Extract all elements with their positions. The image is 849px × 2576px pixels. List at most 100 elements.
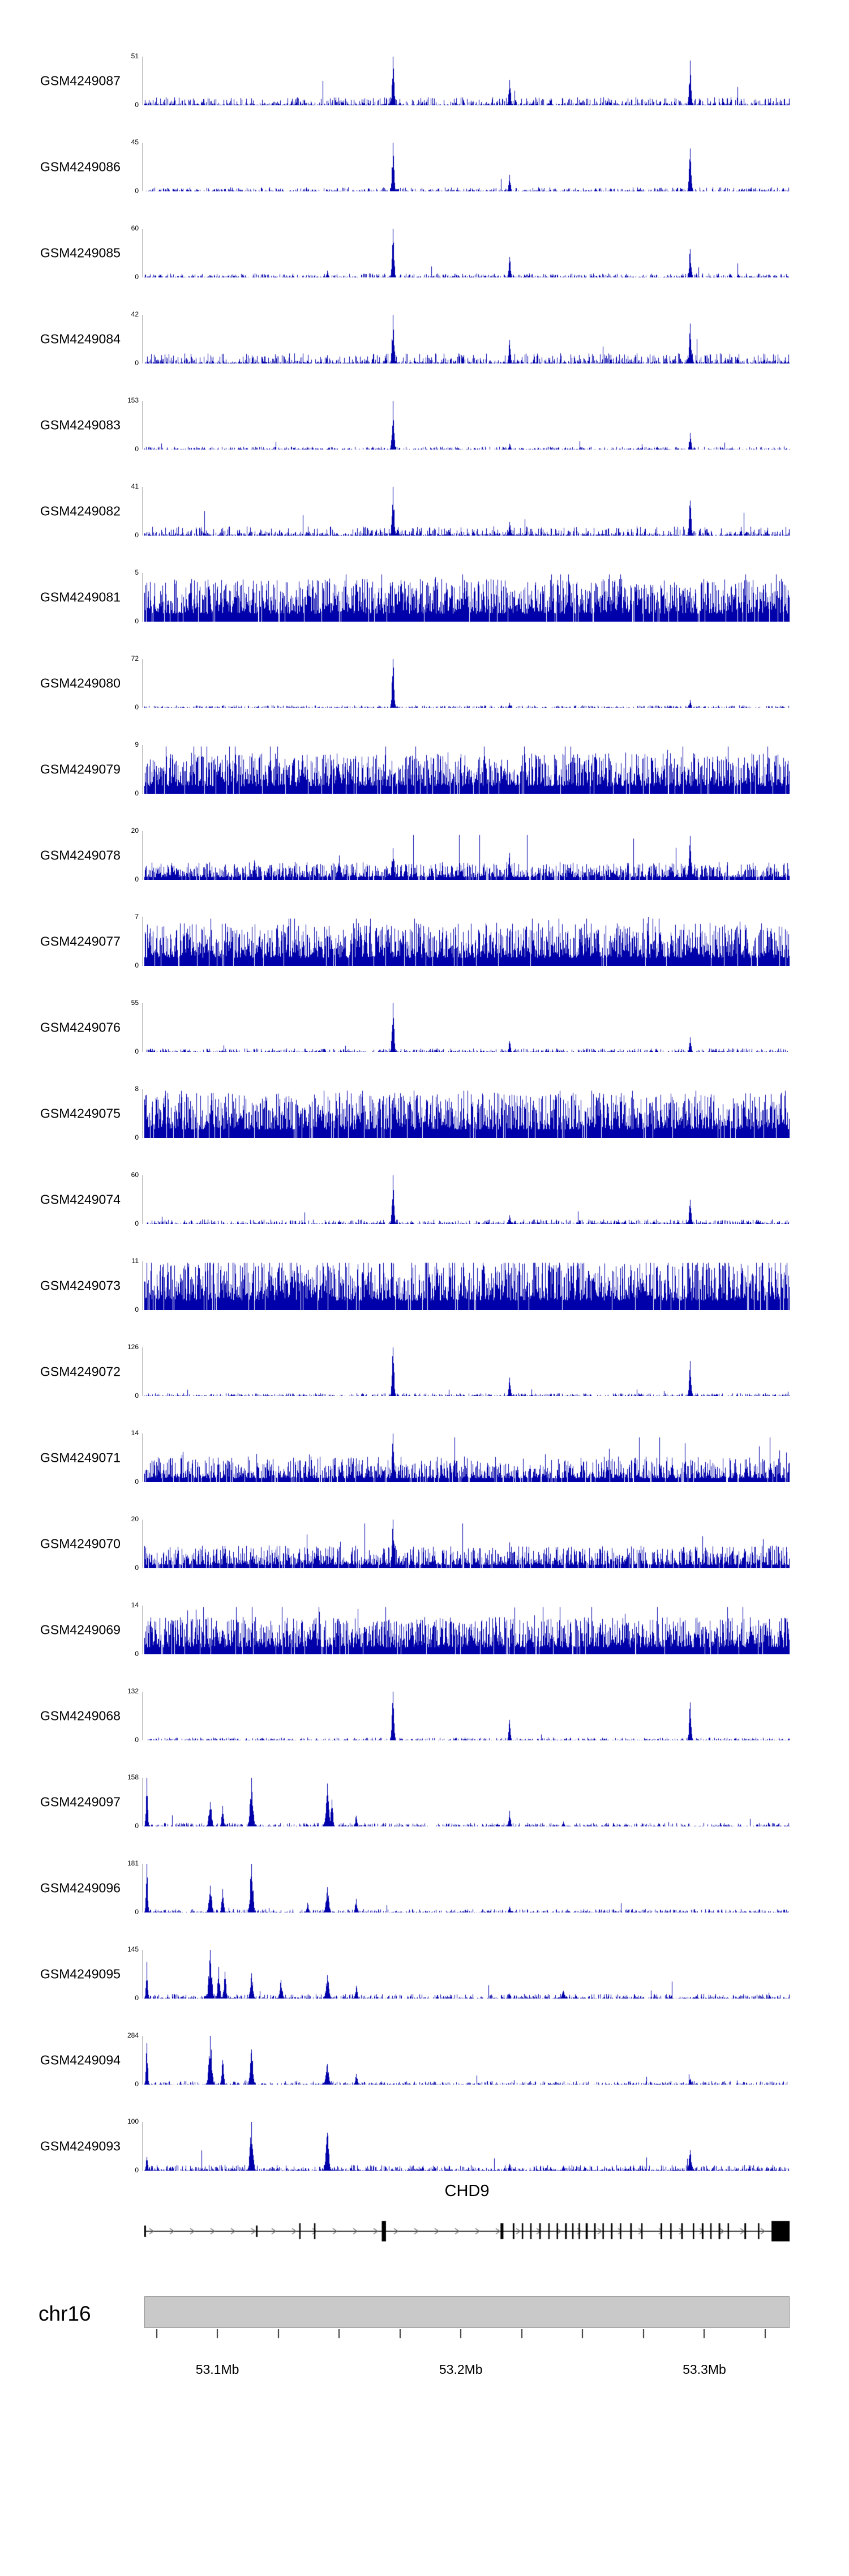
track-label: GSM4249094 xyxy=(40,2052,121,2068)
track-ymax-label: 158 xyxy=(127,1773,139,1781)
track-ymin-label: 0 xyxy=(135,875,139,883)
track-signal-plot xyxy=(144,1606,790,1654)
track-ymin-label: 0 xyxy=(135,187,139,195)
track-ymin-label: 0 xyxy=(135,1994,139,2002)
track-signal-plot xyxy=(144,573,790,622)
track-ymin-label: 0 xyxy=(135,1736,139,1744)
track-row: GSM4249071 14 0 xyxy=(0,1429,849,1486)
track-ymin-label: 0 xyxy=(135,1564,139,1572)
track-row: GSM4249082 41 0 xyxy=(0,482,849,539)
track-ymax-label: 14 xyxy=(131,1601,139,1609)
track-label: GSM4249087 xyxy=(40,73,121,88)
track-label: GSM4249072 xyxy=(40,1364,121,1379)
track-signal-plot xyxy=(144,57,790,105)
track-row: GSM4249070 20 0 xyxy=(0,1515,849,1572)
track-ymin-label: 0 xyxy=(135,2080,139,2088)
track-row: GSM4249094 284 0 xyxy=(0,2031,849,2088)
track-ymin-label: 0 xyxy=(135,1133,139,1141)
track-ymax-label: 284 xyxy=(127,2031,139,2039)
gene-model-track xyxy=(144,2206,790,2257)
track-ymax-label: 41 xyxy=(131,482,139,490)
track-ymax-label: 126 xyxy=(127,1343,139,1351)
track-signal-plot xyxy=(144,1089,790,1138)
track-signal-plot xyxy=(144,401,790,450)
track-row: GSM4249068 132 0 xyxy=(0,1687,849,1744)
track-ymax-label: 20 xyxy=(131,1515,139,1523)
track-row: GSM4249076 55 0 xyxy=(0,999,849,1055)
track-signal-plot xyxy=(144,1347,790,1396)
coordinate-tick-label: 53.1Mb xyxy=(195,2362,239,2377)
track-label: GSM4249083 xyxy=(40,417,121,433)
track-signal-plot xyxy=(144,1692,790,1740)
track-ymin-label: 0 xyxy=(135,1908,139,1916)
track-label: GSM4249096 xyxy=(40,1880,121,1895)
track-label: GSM4249073 xyxy=(40,1278,121,1293)
track-label: GSM4249095 xyxy=(40,1966,121,1982)
track-row: GSM4249074 60 0 xyxy=(0,1171,849,1227)
track-signal-plot xyxy=(144,1864,790,1912)
track-row: GSM4249072 126 0 xyxy=(0,1343,849,1400)
track-ymin-label: 0 xyxy=(135,789,139,797)
track-row: GSM4249085 60 0 xyxy=(0,224,849,281)
track-signal-plot xyxy=(144,917,790,966)
track-ymax-label: 20 xyxy=(131,827,139,835)
coordinate-ruler-ticks xyxy=(144,2329,790,2343)
track-label: GSM4249079 xyxy=(40,761,121,777)
track-ymax-label: 51 xyxy=(131,52,139,60)
track-ymin-label: 0 xyxy=(135,1047,139,1055)
track-row: GSM4249073 11 0 xyxy=(0,1257,849,1313)
track-signal-plot xyxy=(144,143,790,191)
track-signal-plot xyxy=(144,229,790,277)
track-row: GSM4249075 8 0 xyxy=(0,1085,849,1141)
track-row: GSM4249087 51 0 xyxy=(0,52,849,109)
track-signal-plot xyxy=(144,1950,790,1999)
track-ymin-label: 0 xyxy=(135,703,139,711)
track-label: GSM4249082 xyxy=(40,503,121,519)
track-ymax-label: 45 xyxy=(131,138,139,146)
track-signal-plot xyxy=(144,2122,790,2171)
track-label: GSM4249074 xyxy=(40,1192,121,1207)
track-label: GSM4249068 xyxy=(40,1708,121,1723)
track-signal-plot xyxy=(144,1520,790,1568)
track-row: GSM4249086 45 0 xyxy=(0,138,849,195)
track-ymax-label: 55 xyxy=(131,999,139,1007)
track-ymin-label: 0 xyxy=(135,1650,139,1658)
track-ymax-label: 181 xyxy=(127,1859,139,1867)
track-ymin-label: 0 xyxy=(135,1219,139,1227)
track-signal-plot xyxy=(144,1003,790,1052)
track-ymin-label: 0 xyxy=(135,2166,139,2174)
track-ymin-label: 0 xyxy=(135,1822,139,1830)
track-ymax-label: 72 xyxy=(131,654,139,662)
track-label: GSM4249085 xyxy=(40,245,121,260)
track-row: GSM4249095 145 0 xyxy=(0,1945,849,2002)
track-ymin-label: 0 xyxy=(135,617,139,625)
track-label: GSM4249075 xyxy=(40,1106,121,1121)
track-signal-plot xyxy=(144,831,790,880)
chromosome-label: chr16 xyxy=(38,2302,91,2325)
coordinate-tick-label: 53.3Mb xyxy=(683,2362,726,2377)
gene-name-label: CHD9 xyxy=(444,2182,490,2200)
track-ymax-label: 11 xyxy=(131,1257,139,1265)
track-ymax-label: 9 xyxy=(135,741,139,748)
track-label: GSM4249076 xyxy=(40,1020,121,1035)
track-row: GSM4249079 9 0 xyxy=(0,741,849,797)
track-row: GSM4249080 72 0 xyxy=(0,654,849,711)
track-ymax-label: 8 xyxy=(135,1085,139,1093)
track-signal-plot xyxy=(144,659,790,708)
track-label: GSM4249081 xyxy=(40,589,121,605)
track-ymin-label: 0 xyxy=(135,445,139,453)
track-label: GSM4249069 xyxy=(40,1622,121,1637)
track-ymin-label: 0 xyxy=(135,273,139,281)
track-ymax-label: 14 xyxy=(131,1429,139,1437)
track-ymax-label: 5 xyxy=(135,568,139,576)
track-row: GSM4249084 42 0 xyxy=(0,310,849,367)
track-ymin-label: 0 xyxy=(135,101,139,109)
track-ymax-label: 60 xyxy=(131,224,139,232)
track-ymax-label: 132 xyxy=(127,1687,139,1695)
track-ymin-label: 0 xyxy=(135,961,139,969)
track-label: GSM4249093 xyxy=(40,2138,121,2154)
track-ymax-label: 42 xyxy=(131,310,139,318)
track-label: GSM4249078 xyxy=(40,848,121,863)
track-signal-plot xyxy=(144,2036,790,2085)
track-ymax-label: 100 xyxy=(127,2117,139,2125)
